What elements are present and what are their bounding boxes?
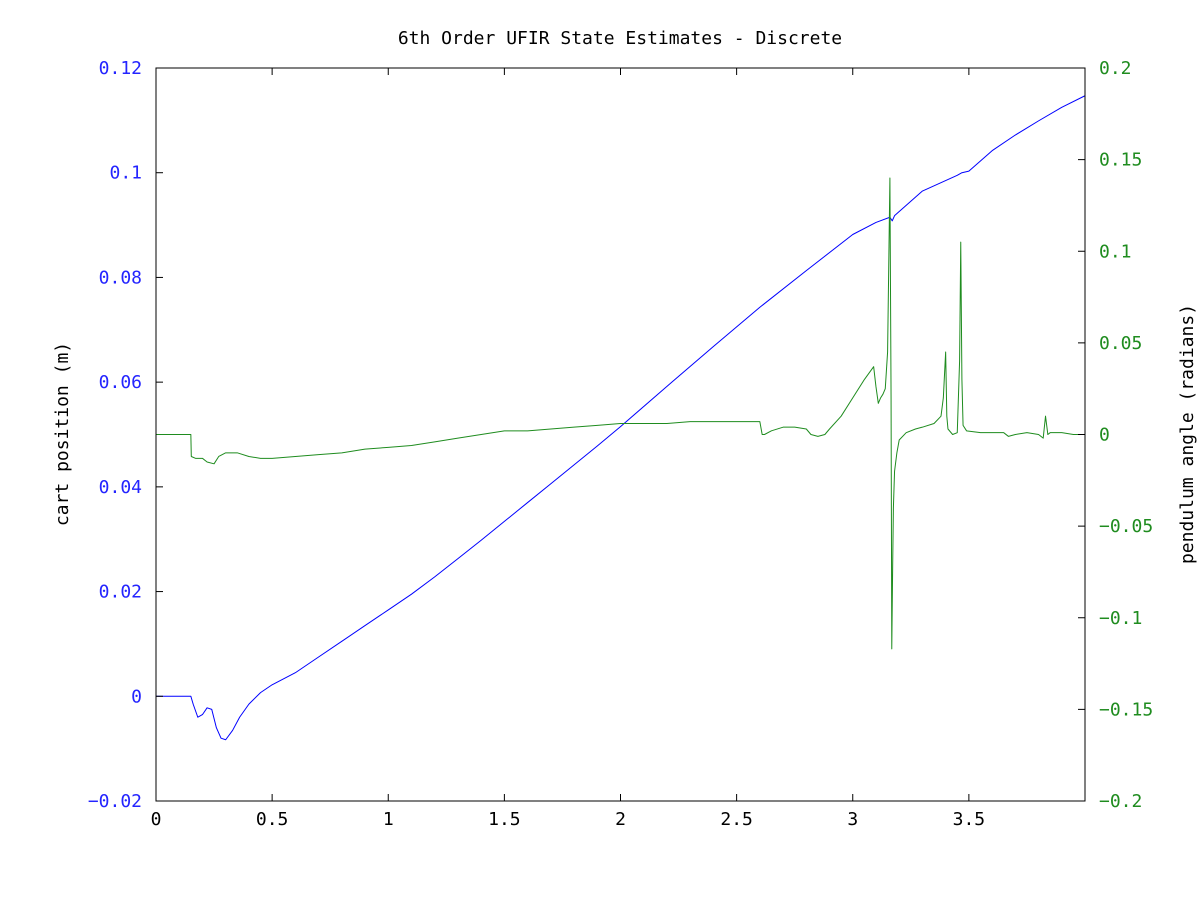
- y-tick-label: 0: [131, 686, 142, 707]
- x-tick-label: 0.5: [256, 809, 289, 830]
- y-tick-label: 0.08: [99, 267, 142, 288]
- y-tick-label: 0.12: [99, 58, 142, 79]
- y-tick-label: 0.06: [99, 372, 142, 393]
- x-tick-label: 2: [615, 809, 626, 830]
- y2-tick-label: 0.1: [1099, 241, 1132, 262]
- series-line-pendulum-angle: [156, 177, 1085, 650]
- y2-tick-label: −0.2: [1099, 791, 1142, 812]
- y2-tick-label: 0: [1099, 425, 1110, 446]
- y2-tick-label: −0.05: [1099, 516, 1153, 537]
- series-line-cart-position: [156, 95, 1086, 741]
- x-tick-label: 1: [383, 809, 394, 830]
- x-tick-label: 2.5: [720, 809, 753, 830]
- y2-tick-label: 0.05: [1099, 333, 1142, 354]
- y2-axis-label: pendulum angle (radians): [1177, 304, 1198, 564]
- series-layer: [156, 95, 1086, 741]
- x-tick-label: 0: [151, 809, 162, 830]
- y-tick-label: 0.1: [109, 163, 142, 184]
- y-tick-label: −0.02: [88, 791, 142, 812]
- y-tick-label: 0.04: [99, 477, 142, 498]
- y2-tick-label: −0.15: [1099, 699, 1153, 720]
- x-tick-label: 1.5: [488, 809, 521, 830]
- y2-tick-label: 0.15: [1099, 150, 1142, 171]
- y-axis-label: cart position (m): [52, 342, 73, 526]
- y2-tick-label: −0.1: [1099, 608, 1142, 629]
- y-tick-label: 0.02: [99, 582, 142, 603]
- x-tick-label: 3.5: [953, 809, 986, 830]
- axis-layer: 0 0.5 1 1.5 2 2.5 3 3.5 −0.02 0 0.02 0.04 0.06 0.08 0.…: [88, 58, 1153, 830]
- y2-tick-label: 0.2: [1099, 58, 1132, 79]
- chart-title: 6th Order UFIR State Estimates - Discret…: [398, 28, 842, 49]
- x-tick-label: 3: [847, 809, 858, 830]
